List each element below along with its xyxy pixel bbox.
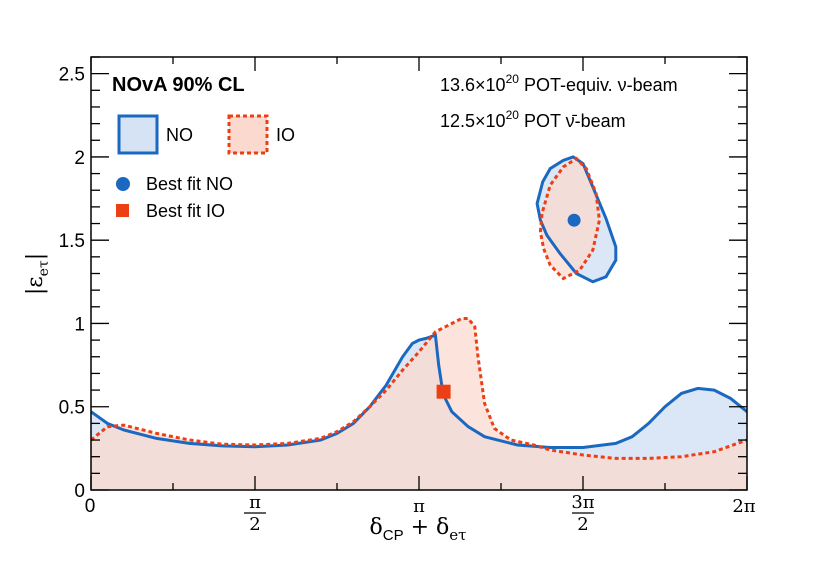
exposure-nu-annotation: 13.6×1020 POT-equiv. ν-beam	[440, 72, 678, 95]
legend-marker-best-fit-io	[116, 204, 129, 217]
y-tick-label: 1.5	[59, 231, 85, 252]
exposure-nubar-annotation: 12.5×1020 POT ν̄-beam	[440, 108, 626, 131]
no-contour-line	[91, 333, 747, 449]
y-tick-label: 2	[74, 148, 85, 169]
legend-label-io: IO	[276, 125, 295, 145]
x-tick-label-denominator: 2	[577, 514, 588, 535]
x-tick-label: 2π	[732, 496, 755, 517]
io-contour-line	[91, 317, 747, 460]
x-tick-label: π2	[244, 492, 266, 535]
x-tick-label: π	[413, 496, 425, 517]
legend-label-best-fit-no: Best fit NO	[146, 174, 233, 194]
exposure-nubar-text: 12.5×1020 POT ν̄-beam	[440, 108, 626, 131]
y-tick-label: 1	[74, 314, 85, 335]
chart-title: NOvA 90% CL	[112, 74, 245, 96]
x-tick-label: 3π2	[571, 492, 594, 535]
legend-label-no: NO	[166, 125, 193, 145]
x-tick-label-numerator: 3π	[571, 492, 594, 513]
y-tick-label: 0	[74, 481, 85, 502]
io-island-line	[538, 156, 601, 281]
y-tick-label: 0.5	[59, 398, 85, 419]
legend-swatch-no	[117, 114, 159, 155]
legend-swatch-io	[227, 114, 269, 155]
legend-marker-best-fit-no	[116, 177, 130, 191]
exposure-nu-text: 13.6×1020 POT-equiv. ν-beam	[440, 72, 678, 95]
best-fit-io-marker	[436, 384, 451, 399]
legend: NO IO Best fit NO Best fit IO	[116, 114, 295, 221]
best-fit-no-marker	[567, 213, 581, 227]
no-island-line	[535, 155, 618, 284]
x-tick-label-numerator: π	[249, 492, 261, 513]
y-tick-label: 2.5	[59, 65, 85, 86]
x-axis-title: δCP + δeτ	[370, 515, 467, 544]
x-tick-label-denominator: 2	[249, 514, 260, 535]
x-tick-label: 0	[85, 496, 96, 517]
legend-label-best-fit-io: Best fit IO	[146, 201, 225, 221]
y-axis-title: |εeτ|	[23, 253, 52, 295]
